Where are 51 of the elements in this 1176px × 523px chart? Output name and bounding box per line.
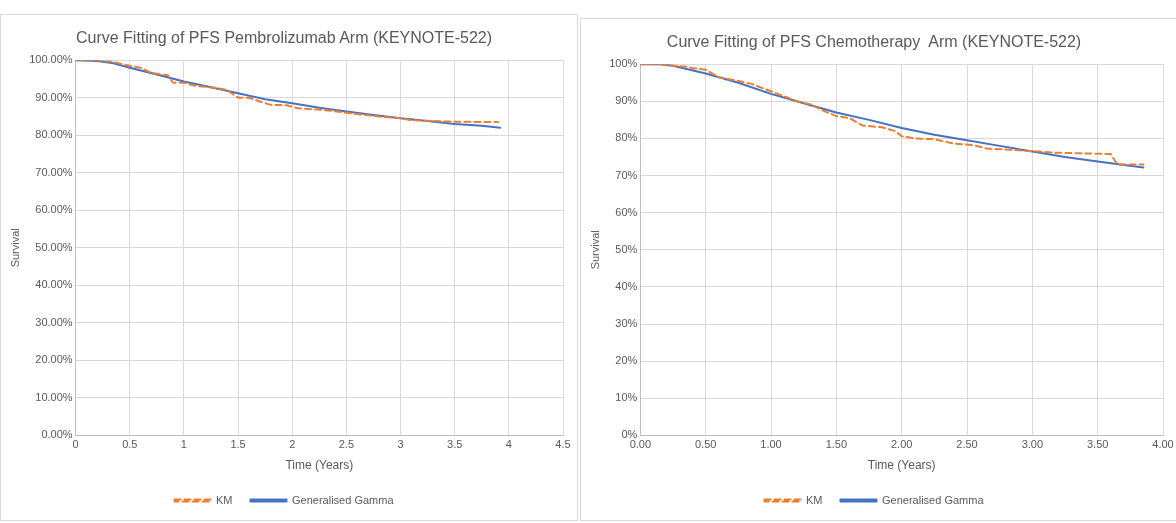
- y-tick-label: 50.00%: [35, 240, 73, 253]
- chart-title: Curve Fitting of PFS Pembrolizumab Arm (KEYNOTE-522): [75, 29, 493, 47]
- y-axis-title: Survival: [588, 230, 601, 270]
- y-tick-label: 0.00%: [41, 428, 73, 441]
- x-tick-label: 1: [180, 438, 187, 451]
- x-tick-label: 2.00: [890, 438, 913, 451]
- y-tick-label: 70%: [615, 168, 638, 181]
- legend-label: KM: [216, 493, 233, 506]
- x-tick-label: 3.50: [1086, 438, 1109, 451]
- x-tick-label: 3: [397, 438, 404, 451]
- x-tick-label: 4.00: [1152, 438, 1174, 451]
- y-tick-label: 80%: [615, 131, 638, 144]
- x-tick-label: 2.50: [956, 438, 978, 451]
- x-tick-label: 0.50: [694, 438, 717, 451]
- y-tick-label: 70.00%: [35, 165, 73, 178]
- x-axis-title: Time (Years): [285, 458, 354, 473]
- y-tick-label: 50%: [615, 242, 638, 255]
- x-tick-label: 1.50: [825, 438, 848, 451]
- y-tick-label: 30%: [615, 317, 638, 330]
- y-tick-label: 0%: [621, 428, 638, 441]
- y-tick-label: 90.00%: [35, 90, 73, 103]
- x-tick-label: 0.5: [122, 438, 138, 451]
- chart-title: Curve Fitting of PFS Chemotherapy Arm (KEYNOTE-522): [666, 33, 1082, 51]
- y-axis-title: Survival: [8, 228, 21, 268]
- y-tick-label: 30.00%: [35, 315, 73, 328]
- y-tick-label: 40.00%: [35, 278, 73, 291]
- y-tick-label: 40%: [615, 279, 638, 292]
- x-tick-label: 4.5: [555, 438, 571, 451]
- y-tick-label: 20.00%: [35, 353, 73, 366]
- y-tick-label: 90%: [615, 94, 638, 107]
- y-tick-label: 100%: [609, 57, 638, 70]
- y-tick-label: 80.00%: [35, 128, 73, 141]
- x-tick-label: 2: [289, 438, 296, 451]
- x-tick-label: 0: [72, 438, 79, 451]
- x-tick-label: 0.00: [629, 438, 652, 451]
- x-tick-label: 1.00: [760, 438, 782, 451]
- y-tick-label: 10.00%: [35, 390, 73, 403]
- y-tick-label: 60%: [615, 205, 638, 218]
- legend-label: KM: [806, 493, 823, 506]
- x-tick-label: 2.5: [338, 438, 355, 451]
- legend-label: Generalised Gamma: [882, 493, 985, 506]
- y-tick-label: 60.00%: [35, 203, 73, 216]
- x-tick-label: 4: [505, 438, 512, 451]
- x-tick-label: 3.5: [447, 438, 463, 451]
- y-tick-label: 10%: [615, 391, 638, 404]
- x-tick-label: 3.00: [1021, 438, 1044, 451]
- x-tick-label: 1.5: [230, 438, 246, 451]
- y-tick-label: 20%: [615, 354, 638, 367]
- legend-label: Generalised Gamma: [292, 493, 395, 506]
- y-tick-label: 100.00%: [29, 53, 73, 66]
- x-axis-title: Time (Years): [867, 458, 936, 473]
